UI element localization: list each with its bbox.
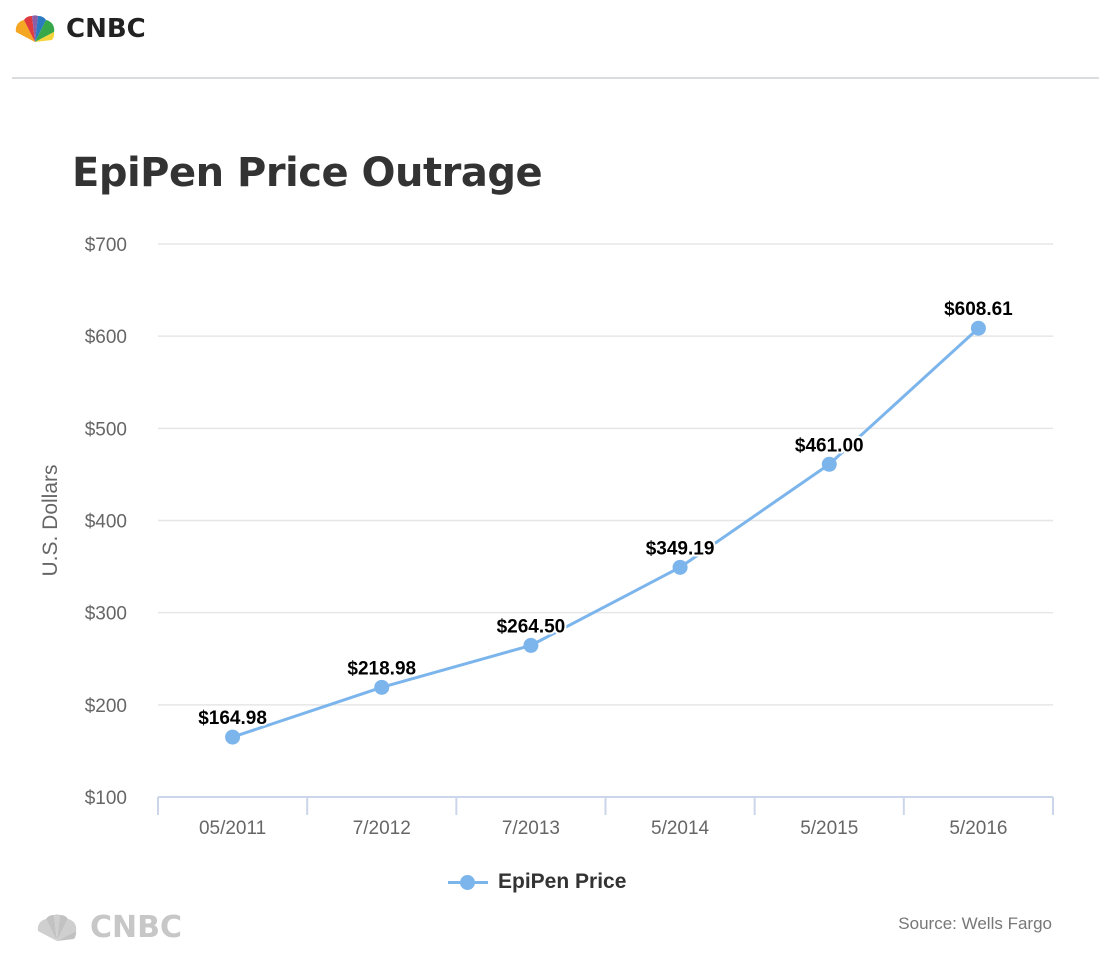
data-label: $218.98 (347, 658, 416, 679)
data-point (672, 559, 688, 575)
peacock-icon (37, 913, 77, 941)
y-tick-label: $500 (85, 419, 127, 440)
legend[interactable]: EpiPen Price (448, 870, 626, 894)
data-point (970, 320, 986, 336)
y-axis-title: U.S. Dollars (39, 464, 62, 576)
x-tick-label: 5/2014 (651, 818, 710, 839)
y-tick-label: $200 (85, 696, 127, 717)
chart-title: EpiPen Price Outrage (72, 150, 543, 196)
data-point (374, 679, 390, 695)
x-tick-label: 05/2011 (199, 818, 266, 839)
data-point (821, 456, 837, 472)
x-tick-label: 7/2013 (502, 818, 560, 839)
cnbc-wordmark: CNBC (90, 910, 183, 945)
data-label: $164.98 (198, 708, 267, 729)
series-line (232, 327, 980, 739)
cnbc-wordmark: CNBC (66, 14, 146, 44)
data-label: $608.61 (944, 299, 1013, 320)
peacock-icon (15, 15, 55, 43)
x-tick-label: 7/2012 (353, 818, 411, 839)
x-tick-label: 5/2016 (949, 818, 1007, 839)
legend-marker-icon (448, 872, 488, 892)
y-tick-label: $400 (85, 512, 127, 533)
data-label: $264.50 (497, 616, 566, 637)
legend-label: EpiPen Price (498, 870, 627, 893)
data-point (225, 729, 241, 745)
x-tick-label: 5/2015 (800, 818, 858, 839)
cnbc-footer-logo: CNBC (32, 910, 182, 945)
source-note: Source: Wells Fargo (898, 914, 1052, 933)
y-tick-label: $700 (85, 235, 127, 256)
y-tick-label: $100 (85, 788, 127, 809)
data-label: $349.19 (646, 538, 715, 559)
data-label: $461.00 (795, 435, 864, 456)
y-tick-label: $300 (85, 604, 127, 625)
cnbc-header-logo: CNBC (12, 14, 146, 44)
data-point (523, 637, 539, 653)
y-tick-label: $600 (85, 327, 127, 348)
header-divider (12, 77, 1099, 79)
